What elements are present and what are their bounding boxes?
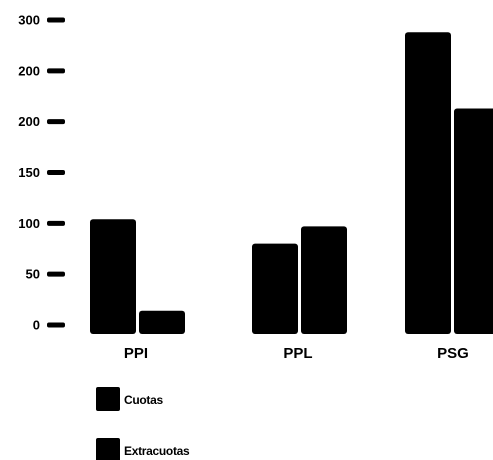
y-axis: 0 50 100 150 200 200 300 <box>18 13 65 333</box>
y-tick-mark <box>47 170 65 175</box>
y-tick-label: 100 <box>18 216 40 231</box>
y-tick-label: 0 <box>33 318 40 333</box>
y-tick-label: 50 <box>26 267 40 282</box>
y-tick-label: 150 <box>18 165 40 180</box>
y-tick-mark <box>47 220 65 226</box>
x-tick-label: PSG <box>437 345 469 362</box>
bars <box>90 32 493 334</box>
y-tick-mark <box>47 68 65 74</box>
y-tick-mark <box>47 271 65 277</box>
y-tick-label: 200 <box>18 63 40 78</box>
x-tick-label: PPL <box>283 345 312 362</box>
bar-psg-extracuotas <box>454 108 493 334</box>
y-tick-mark <box>47 17 65 23</box>
y-tick-label: 200 <box>18 114 40 129</box>
x-axis-labels: PPI PPL PSG <box>124 345 469 362</box>
legend-label: Cuotas <box>124 393 163 407</box>
legend-swatch <box>96 438 120 460</box>
bar-ppi-cuotas <box>90 219 136 334</box>
legend-label: Extracuotas <box>124 444 190 458</box>
bar-psg-cuotas <box>405 32 451 334</box>
x-tick-label: PPI <box>124 345 148 362</box>
bar-ppl-cuotas <box>252 243 298 334</box>
bar-ppi-extracuotas <box>139 310 185 334</box>
y-tick-mark <box>47 322 65 328</box>
y-tick-mark <box>47 119 65 125</box>
legend: Cuotas Extracuotas <box>96 387 190 460</box>
y-tick-label: 300 <box>18 13 40 28</box>
legend-swatch <box>96 387 120 411</box>
bar-ppl-extracuotas <box>301 226 347 334</box>
